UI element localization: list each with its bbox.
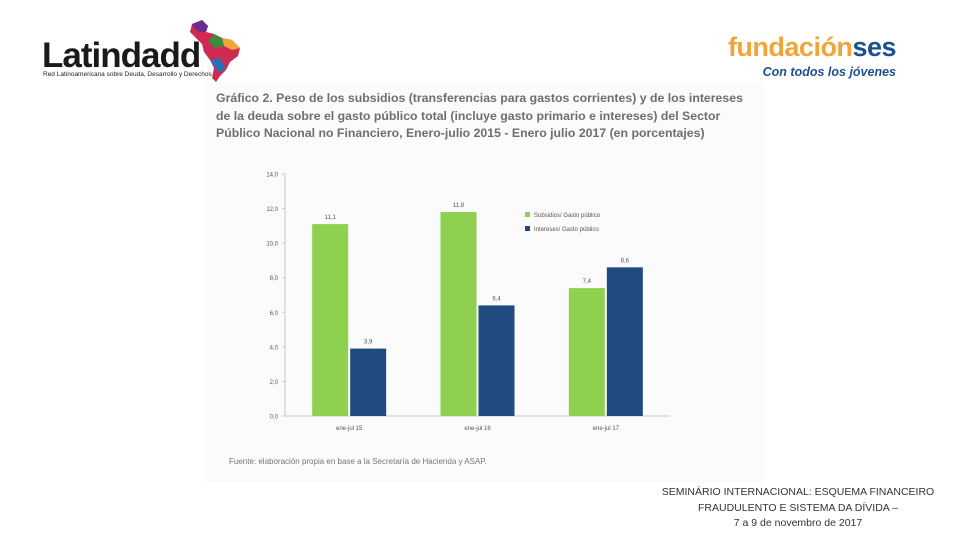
y-tick-label: 8,0 bbox=[270, 276, 279, 282]
chart-source: Fuente: elaboración propia en base a la … bbox=[229, 457, 487, 466]
y-tick-label: 12,0 bbox=[266, 207, 278, 213]
brand-part-2: ses bbox=[852, 32, 896, 62]
brand-part-1: fundación bbox=[727, 32, 853, 62]
bar bbox=[568, 288, 605, 416]
chart-title-line: Público Nacional no Financiero, Enero-ju… bbox=[216, 126, 705, 140]
bar bbox=[478, 305, 515, 416]
chart-title-line: de la deuda sobre el gasto público total… bbox=[216, 108, 721, 123]
y-tick-label: 4,0 bbox=[270, 345, 279, 351]
fundacion-ses-wordmark: fundaciónses bbox=[727, 32, 897, 63]
legend-swatch bbox=[525, 226, 530, 231]
legend-label: Subsidios/ Gasto público bbox=[534, 213, 601, 219]
chart-title-line: Gráfico 2. Peso de los subsidios (transf… bbox=[216, 91, 743, 105]
bar-data-label: 3,9 bbox=[364, 340, 373, 346]
x-tick-label: ene-jul 16 bbox=[464, 426, 491, 432]
chart-title: Gráfico 2. Peso de los subsidios (transf… bbox=[216, 90, 756, 143]
x-tick-label: ene-jul 17 bbox=[593, 426, 620, 432]
latindadd-subtitle: Red Latinoamericana sobre Deuda, Desarro… bbox=[43, 71, 212, 78]
bar bbox=[440, 212, 477, 416]
bar-data-label: 7,4 bbox=[583, 279, 592, 285]
footer-line: SEMINÁRIO INTERNACIONAL: ESQUEMA FINANCE… bbox=[661, 486, 935, 498]
bar bbox=[312, 224, 349, 416]
footer-line: FRAUDULENTO E SISTEMA DA DÍVIDA – bbox=[698, 501, 898, 514]
legend-swatch bbox=[525, 212, 530, 217]
legend-label: Intereses/ Gasto público bbox=[534, 227, 599, 233]
y-tick-label: 2,0 bbox=[270, 380, 279, 386]
bar-data-label: 11,1 bbox=[325, 215, 337, 221]
fundacion-ses-tagline: Con todos los jóvenes bbox=[762, 65, 896, 79]
latin-america-map-icon bbox=[190, 20, 240, 82]
latindadd-wordmark: Latindadd bbox=[42, 36, 201, 75]
bar bbox=[606, 267, 643, 416]
chart-figure: Gráfico 2. Peso de los subsidios (transf… bbox=[205, 82, 765, 482]
y-tick-label: 10,0 bbox=[266, 242, 278, 248]
latindadd-logo: Latindadd Red Latinoamericana sobre Deud… bbox=[40, 18, 250, 88]
seminar-footer: SEMINÁRIO INTERNACIONAL: ESQUEMA FINANCE… bbox=[650, 485, 946, 532]
x-tick-label: ene-jul 15 bbox=[336, 426, 363, 432]
bar-data-label: 6,4 bbox=[492, 296, 501, 302]
bar bbox=[350, 348, 387, 416]
bar-chart: 0,0 2,0 4,0 6,0 8,0 10,0 12,0 14,0 11,1 3,9 ene-ju… bbox=[266, 173, 670, 432]
bar-data-label: 8,6 bbox=[621, 258, 630, 264]
y-tick-label: 0,0 bbox=[270, 415, 279, 421]
footer-line: 7 a 9 de novembro de 2017 bbox=[733, 517, 863, 529]
fundacion-ses-logo: fundaciónses Con todos los jóvenes bbox=[722, 30, 902, 84]
y-tick-label: 6,0 bbox=[270, 311, 279, 317]
bar-data-label: 11,8 bbox=[453, 203, 465, 209]
y-tick-label: 14,0 bbox=[266, 173, 278, 179]
